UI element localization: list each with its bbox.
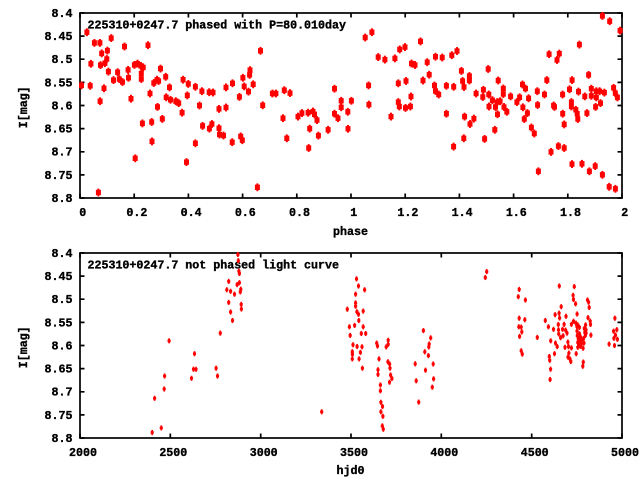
svg-text:8.75: 8.75 [45, 410, 73, 423]
svg-text:225310+0247.7 not phased light: 225310+0247.7 not phased light curve [88, 260, 339, 273]
svg-text:2500: 2500 [159, 447, 187, 460]
svg-text:8.45: 8.45 [45, 271, 73, 284]
svg-text:2000: 2000 [69, 447, 97, 460]
svg-text:0.6: 0.6 [235, 207, 256, 220]
svg-text:8.4: 8.4 [52, 248, 73, 261]
svg-text:8.6: 8.6 [52, 340, 73, 353]
svg-text:225310+0247.7 phased with P=80: 225310+0247.7 phased with P=80.010day [88, 20, 346, 33]
svg-text:3500: 3500 [340, 447, 368, 460]
svg-text:8.4: 8.4 [52, 8, 73, 21]
svg-text:I[mag]: I[mag] [18, 326, 31, 368]
svg-text:1.4: 1.4 [452, 207, 473, 220]
svg-text:8.65: 8.65 [45, 124, 73, 137]
svg-text:8.7: 8.7 [52, 387, 73, 400]
svg-text:8.8: 8.8 [52, 193, 73, 206]
svg-text:3000: 3000 [250, 447, 278, 460]
svg-text:1.6: 1.6 [506, 207, 527, 220]
svg-text:hjd0: hjd0 [337, 465, 365, 478]
svg-text:8.45: 8.45 [45, 31, 73, 44]
svg-text:8.5: 8.5 [52, 294, 73, 307]
svg-text:8.75: 8.75 [45, 170, 73, 183]
svg-text:0.2: 0.2 [126, 207, 147, 220]
svg-text:0.8: 0.8 [289, 207, 310, 220]
svg-text:0.4: 0.4 [181, 207, 202, 220]
svg-text:1.8: 1.8 [560, 207, 581, 220]
svg-text:2: 2 [621, 207, 628, 220]
svg-text:0: 0 [79, 207, 86, 220]
svg-text:4000: 4000 [430, 447, 458, 460]
svg-text:8.5: 8.5 [52, 54, 73, 67]
svg-text:5000: 5000 [611, 447, 639, 460]
svg-text:8.7: 8.7 [52, 147, 73, 160]
svg-text:1.2: 1.2 [397, 207, 418, 220]
svg-text:4500: 4500 [521, 447, 549, 460]
svg-text:8.55: 8.55 [45, 317, 73, 330]
svg-text:1: 1 [350, 207, 357, 220]
svg-text:8.55: 8.55 [45, 77, 73, 90]
svg-text:8.65: 8.65 [45, 364, 73, 377]
svg-text:phase: phase [333, 226, 368, 239]
svg-text:8.6: 8.6 [52, 100, 73, 113]
svg-text:I[mag]: I[mag] [18, 86, 31, 128]
svg-text:8.8: 8.8 [52, 433, 73, 446]
